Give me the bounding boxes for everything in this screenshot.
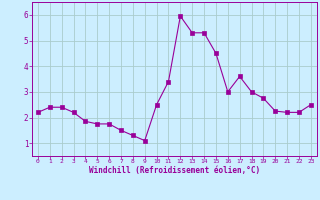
- X-axis label: Windchill (Refroidissement éolien,°C): Windchill (Refroidissement éolien,°C): [89, 166, 260, 175]
